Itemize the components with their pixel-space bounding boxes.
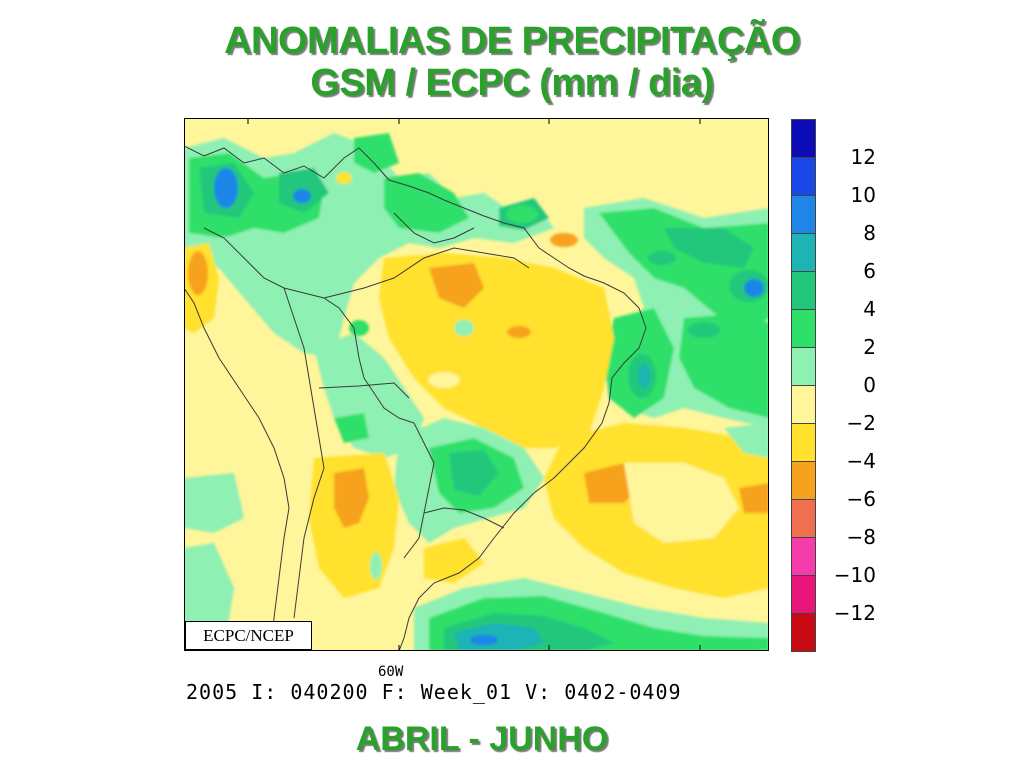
- country-border: [423, 507, 505, 529]
- anomaly-region: [664, 228, 754, 268]
- anomaly-field: [184, 133, 769, 651]
- anomaly-region: [370, 552, 382, 580]
- map-frame: [184, 118, 769, 651]
- precipitation-anomaly-map: [184, 118, 769, 651]
- credit-label: ECPC/NCEP: [185, 621, 312, 650]
- country-border: [318, 382, 410, 399]
- anomaly-region: [214, 233, 334, 318]
- country-border: [203, 227, 435, 559]
- country-border: [323, 247, 530, 299]
- anomaly-region: [336, 172, 352, 184]
- colorbar-tick-label: 2: [863, 335, 876, 359]
- anomaly-region: [507, 326, 531, 338]
- colorbar-tick-label: −6: [846, 487, 876, 511]
- anomaly-region: [184, 473, 244, 533]
- colorbar-segment: [791, 195, 816, 234]
- anomaly-region: [293, 189, 311, 203]
- colorbar-tick-label: 8: [863, 221, 876, 245]
- anomaly-region: [744, 279, 764, 297]
- country-border: [283, 287, 325, 619]
- colorbar-tick-label: 4: [863, 297, 876, 321]
- colorbar-segment: [791, 119, 816, 158]
- country-border: [393, 212, 475, 244]
- colorbar-segment: [791, 157, 816, 196]
- anomaly-region: [354, 133, 399, 173]
- colorbar-tick-label: 6: [863, 259, 876, 283]
- colorbar-segment: [791, 461, 816, 500]
- anomaly-region: [624, 463, 739, 543]
- colorbar-segment: [791, 423, 816, 462]
- anomaly-region: [550, 233, 578, 247]
- anomaly-region: [188, 251, 208, 295]
- anomaly-region: [349, 320, 369, 336]
- colorbar-segment: [791, 575, 816, 614]
- map-title: ANOMALIAS DE PRECIPITAÇÃO: [224, 20, 800, 62]
- anomaly-region: [679, 313, 769, 418]
- colorbar-segment: [791, 385, 816, 424]
- map-subtitle: GSM / ECPC (mm / dia): [310, 62, 714, 104]
- map-canvas: [184, 118, 769, 651]
- anomaly-region: [470, 635, 498, 645]
- longitude-tick-label: 60W: [378, 664, 404, 680]
- colorbar-tick-label: 12: [850, 145, 876, 169]
- anomaly-region: [334, 413, 369, 443]
- colorbar-tick-label: −2: [846, 411, 876, 435]
- anomaly-region: [379, 253, 614, 448]
- colorbar-tick-label: −8: [846, 525, 876, 549]
- run-info-text: 2005 I: 040200 F: Week_01 V: 0402-0409: [186, 680, 682, 704]
- colorbar-segment: [791, 499, 816, 538]
- colorbar-segment: [791, 347, 816, 386]
- anomaly-region: [638, 364, 650, 388]
- colorbar-tick-label: 10: [850, 183, 876, 207]
- anomaly-region: [424, 538, 484, 583]
- colorbar-segment: [791, 537, 816, 576]
- period-label: ABRIL - JUNHO: [355, 720, 609, 758]
- anomaly-region: [384, 173, 469, 233]
- anomaly-region: [449, 450, 499, 496]
- anomaly-region: [214, 168, 238, 208]
- colorbar-segment: [791, 309, 816, 348]
- anomaly-region: [688, 322, 720, 338]
- anomaly-region: [506, 205, 538, 223]
- colorbar-segment: [791, 233, 816, 272]
- colorbar-segment: [791, 613, 816, 652]
- west-coastline: [184, 287, 290, 651]
- anomaly-region: [724, 423, 769, 458]
- coastlines-borders: [184, 145, 647, 651]
- colorbar-tick-label: −10: [833, 563, 876, 587]
- anomaly-region: [428, 372, 460, 388]
- anomaly-region: [739, 483, 769, 513]
- colorbar-tick-label: 0: [863, 373, 876, 397]
- east-coastline: [184, 145, 647, 651]
- colorbar-segment: [791, 271, 816, 310]
- anomaly-region: [429, 263, 484, 308]
- colorbar-tick-label: −4: [846, 449, 876, 473]
- anomaly-region: [334, 468, 369, 528]
- colorbar-tick-label: −12: [833, 601, 876, 625]
- colorbar: [791, 119, 816, 652]
- anomaly-region: [454, 320, 474, 336]
- anomaly-region: [648, 251, 676, 265]
